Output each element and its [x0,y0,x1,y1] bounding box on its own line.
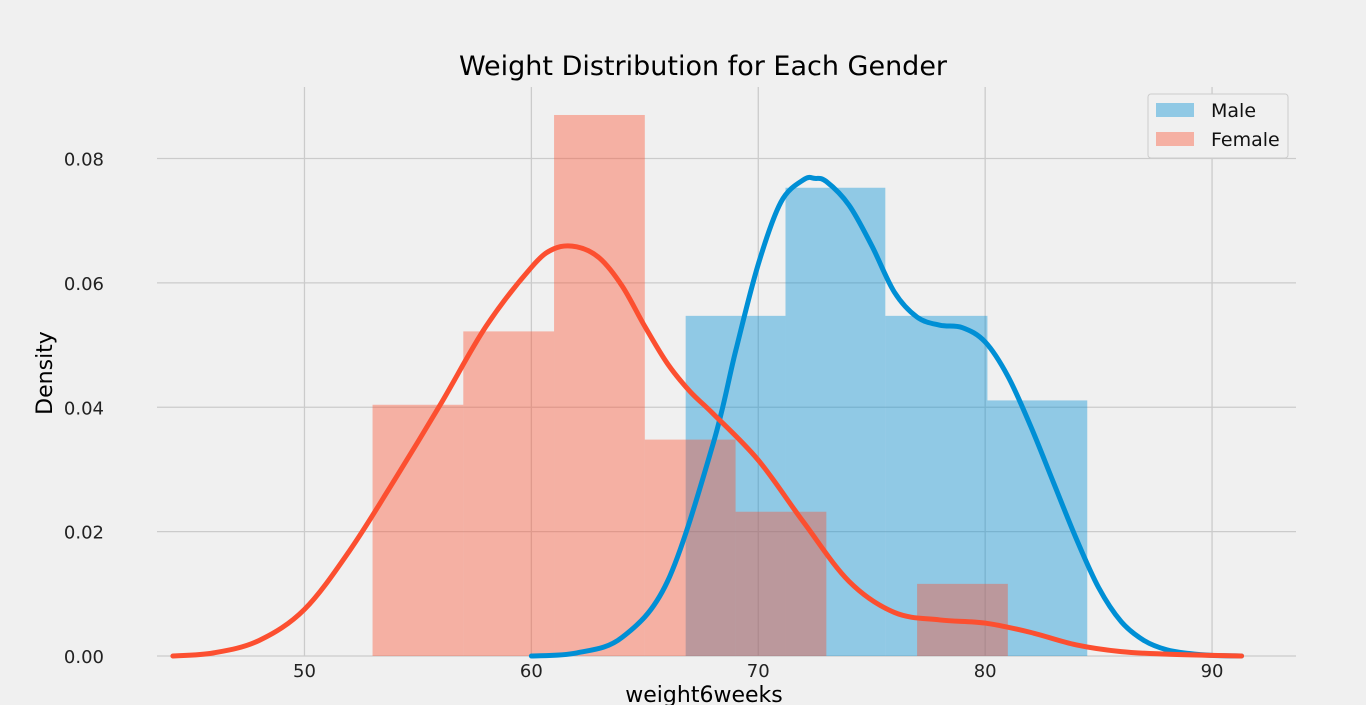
y-tick-label-0: 0.00 [64,647,104,668]
y-tick-label-1: 0.02 [64,523,104,544]
x-tick-label-70: 70 [747,661,770,682]
legend-swatch-female [1156,132,1194,146]
x-axis-label: weight6weeks [625,683,782,705]
y-tick-label-4: 0.08 [64,150,104,171]
female-hist-bar-3 [644,439,736,656]
legend: Male Female [1147,93,1289,159]
legend-box [1147,93,1289,159]
x-tick-label-90: 90 [1201,661,1224,682]
male-hist-bar-2 [885,315,988,656]
male-kde-line [528,174,1245,659]
y-axis-label: Density [33,331,58,415]
x-tick-labels: 50 60 70 80 90 [293,661,1223,682]
chart-title: Weight Distribution for Each Gender [459,51,948,82]
female-hist-bar-1 [463,331,555,656]
male-hist-bar-1 [785,187,886,657]
x-tick-label-80: 80 [974,661,997,682]
legend-label-male: Male [1211,100,1256,122]
female-kde-line [170,243,1245,659]
y-tick-label-3: 0.06 [64,274,104,295]
kde-curves [170,174,1245,659]
x-tick-label-50: 50 [293,661,316,682]
grid-lines [157,87,1296,657]
y-tick-label-2: 0.04 [64,398,104,419]
y-tick-labels: 0.00 0.02 0.04 0.06 0.08 [64,150,104,668]
legend-swatch-male [1156,103,1194,117]
female-hist-bar-2 [554,114,645,657]
legend-label-female: Female [1211,129,1280,151]
x-tick-label-60: 60 [520,661,543,682]
